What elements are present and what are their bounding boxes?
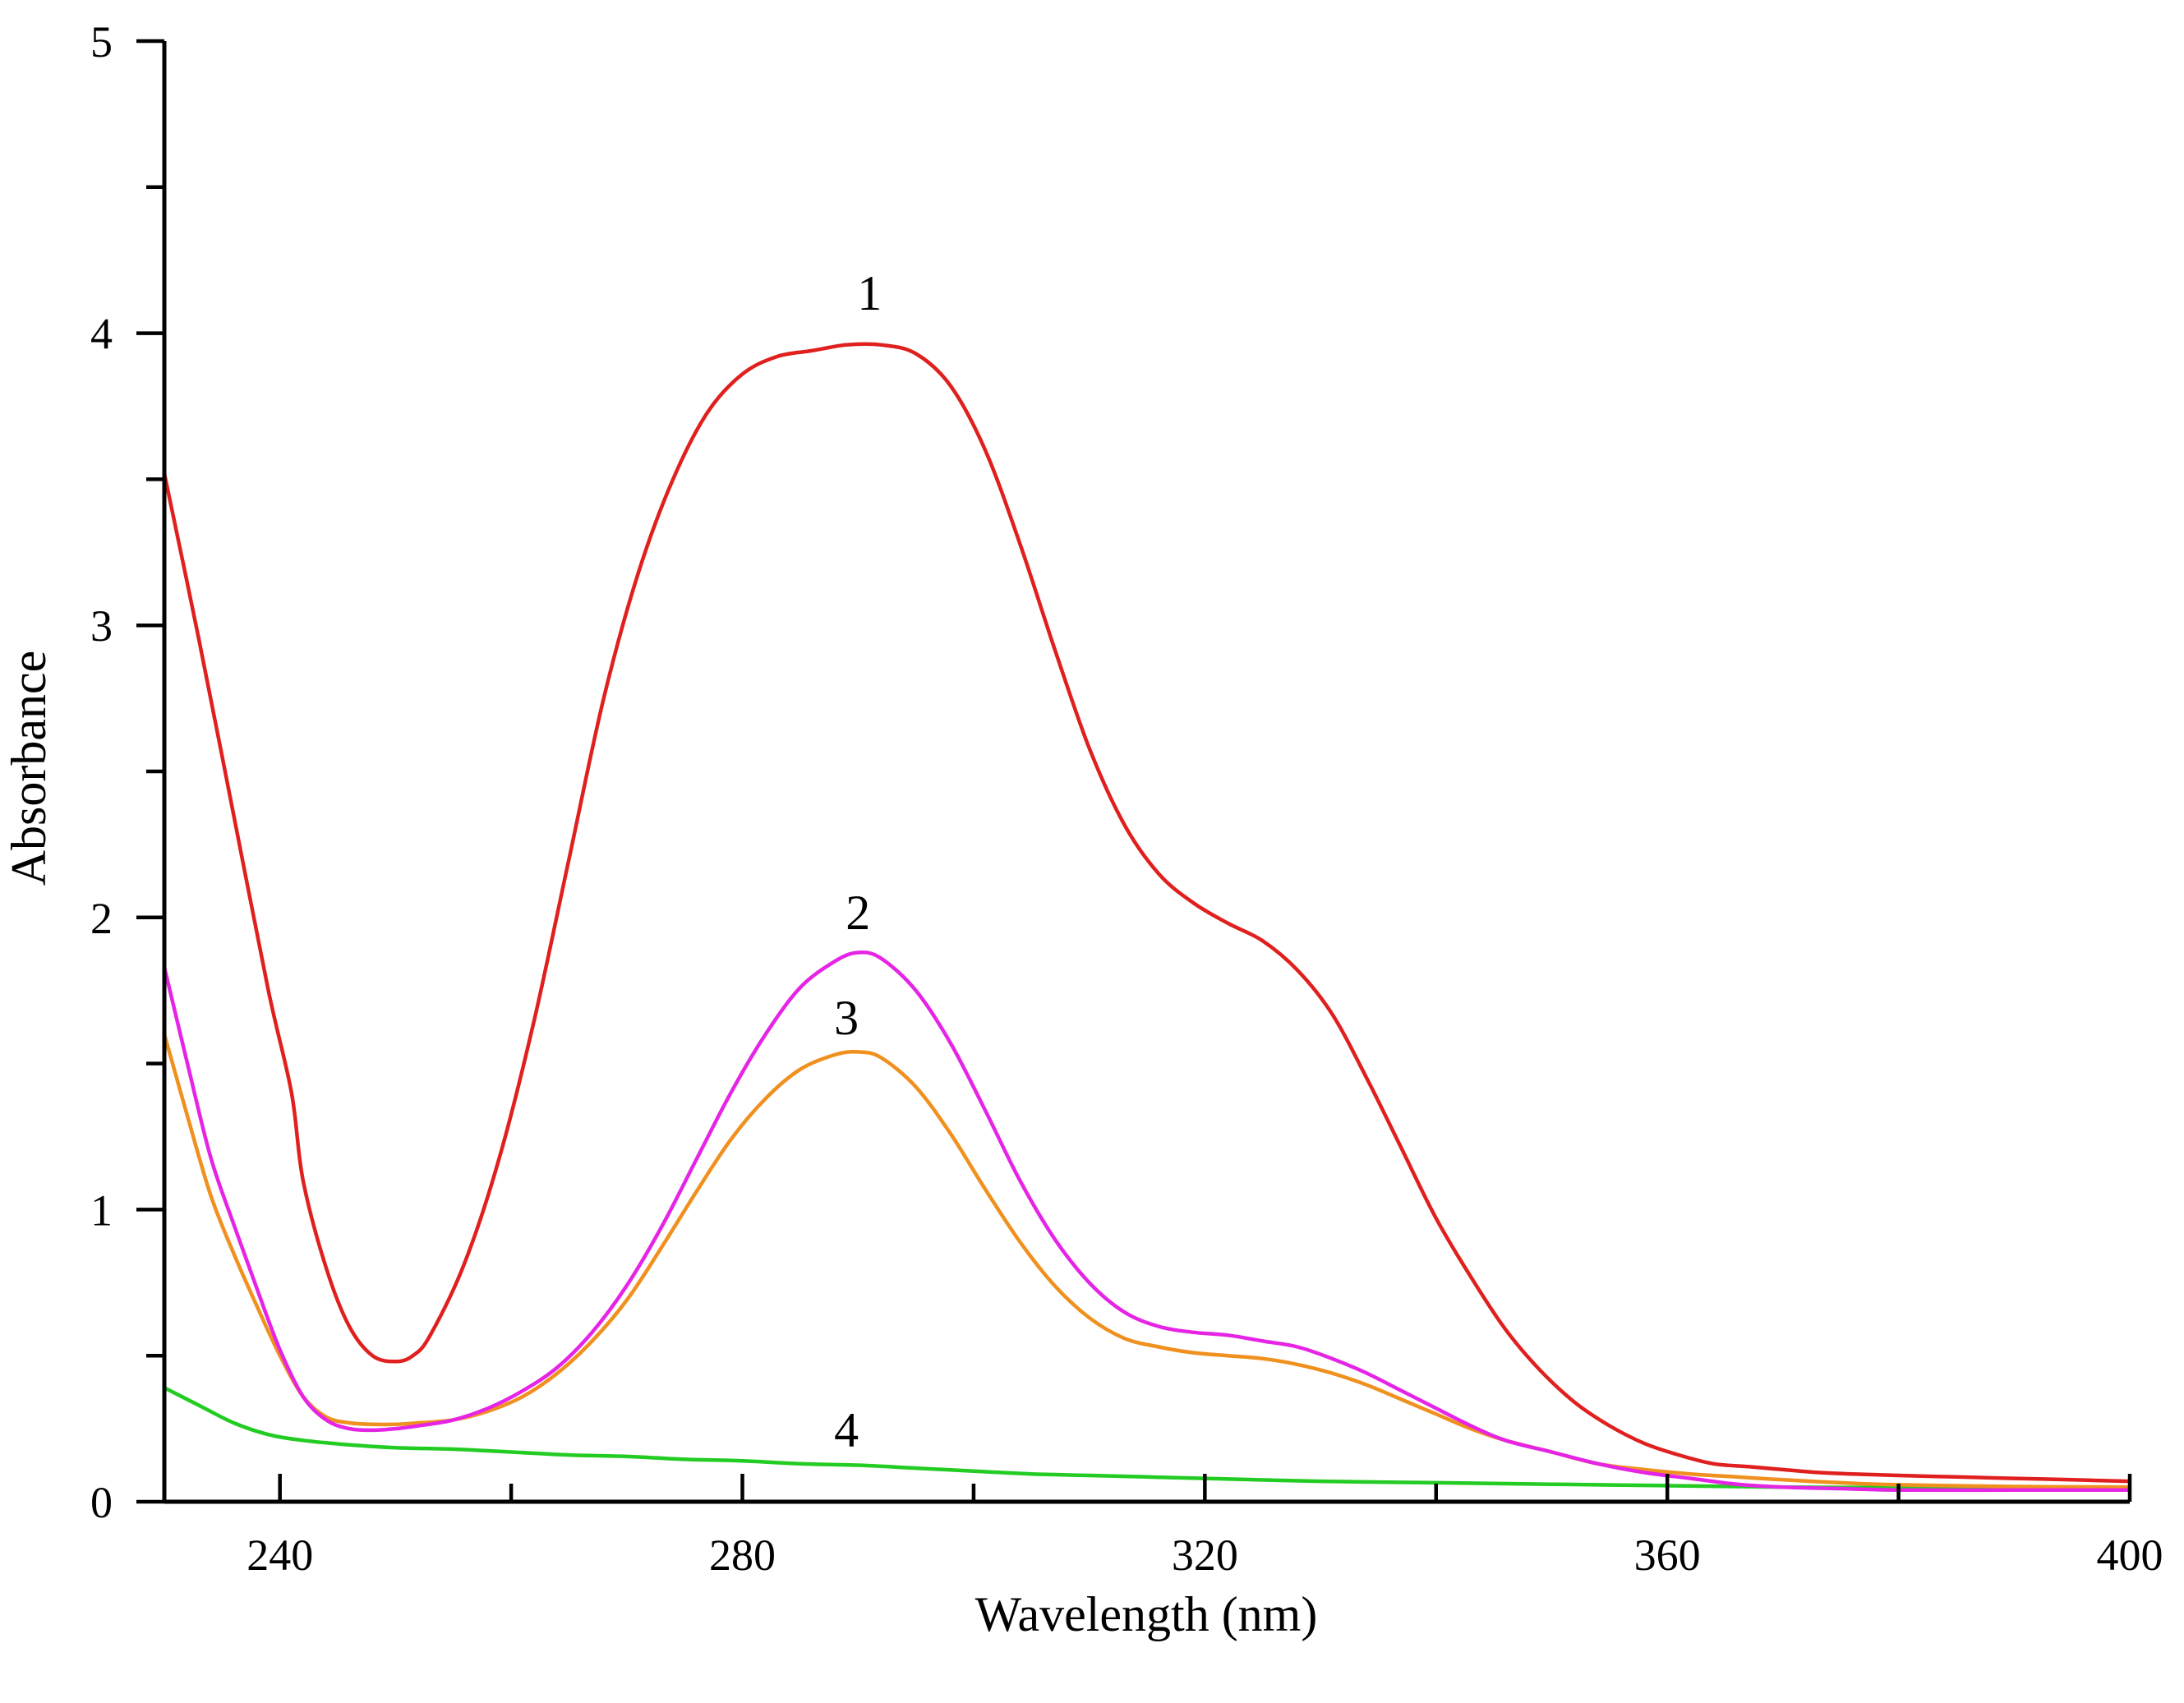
series-line-2 [162, 950, 2132, 1493]
labels-layer: 1 2 3 4 [834, 266, 882, 1457]
axes-layer [162, 41, 2130, 1504]
series-label-1: 1 [857, 266, 882, 320]
y-tick-label: 2 [90, 894, 113, 943]
ticks-layer: 240 280 320 360 400 0 1 2 3 4 5 [90, 17, 2163, 1580]
y-tick-label: 0 [90, 1478, 113, 1527]
y-tick-label: 5 [90, 17, 113, 67]
y-tick-label: 1 [90, 1185, 113, 1235]
x-tick-label: 320 [1172, 1530, 1238, 1580]
x-tick-label: 240 [247, 1530, 313, 1580]
series-label-3: 3 [834, 991, 859, 1045]
y-tick-label: 3 [90, 601, 113, 651]
series-label-4: 4 [834, 1402, 859, 1457]
x-tick-label: 280 [709, 1530, 776, 1580]
x-axis-title: Wavelength (nm) [975, 1587, 1318, 1641]
y-tick-label: 4 [90, 310, 113, 359]
x-tick-label: 360 [1634, 1530, 1701, 1580]
series-label-2: 2 [845, 886, 870, 940]
x-tick-label: 400 [2097, 1530, 2163, 1580]
y-axis-title: Absorbance [2, 651, 56, 886]
series-line-1 [162, 342, 2132, 1484]
series-layer [162, 342, 2132, 1493]
series-line-4 [162, 1386, 2132, 1491]
